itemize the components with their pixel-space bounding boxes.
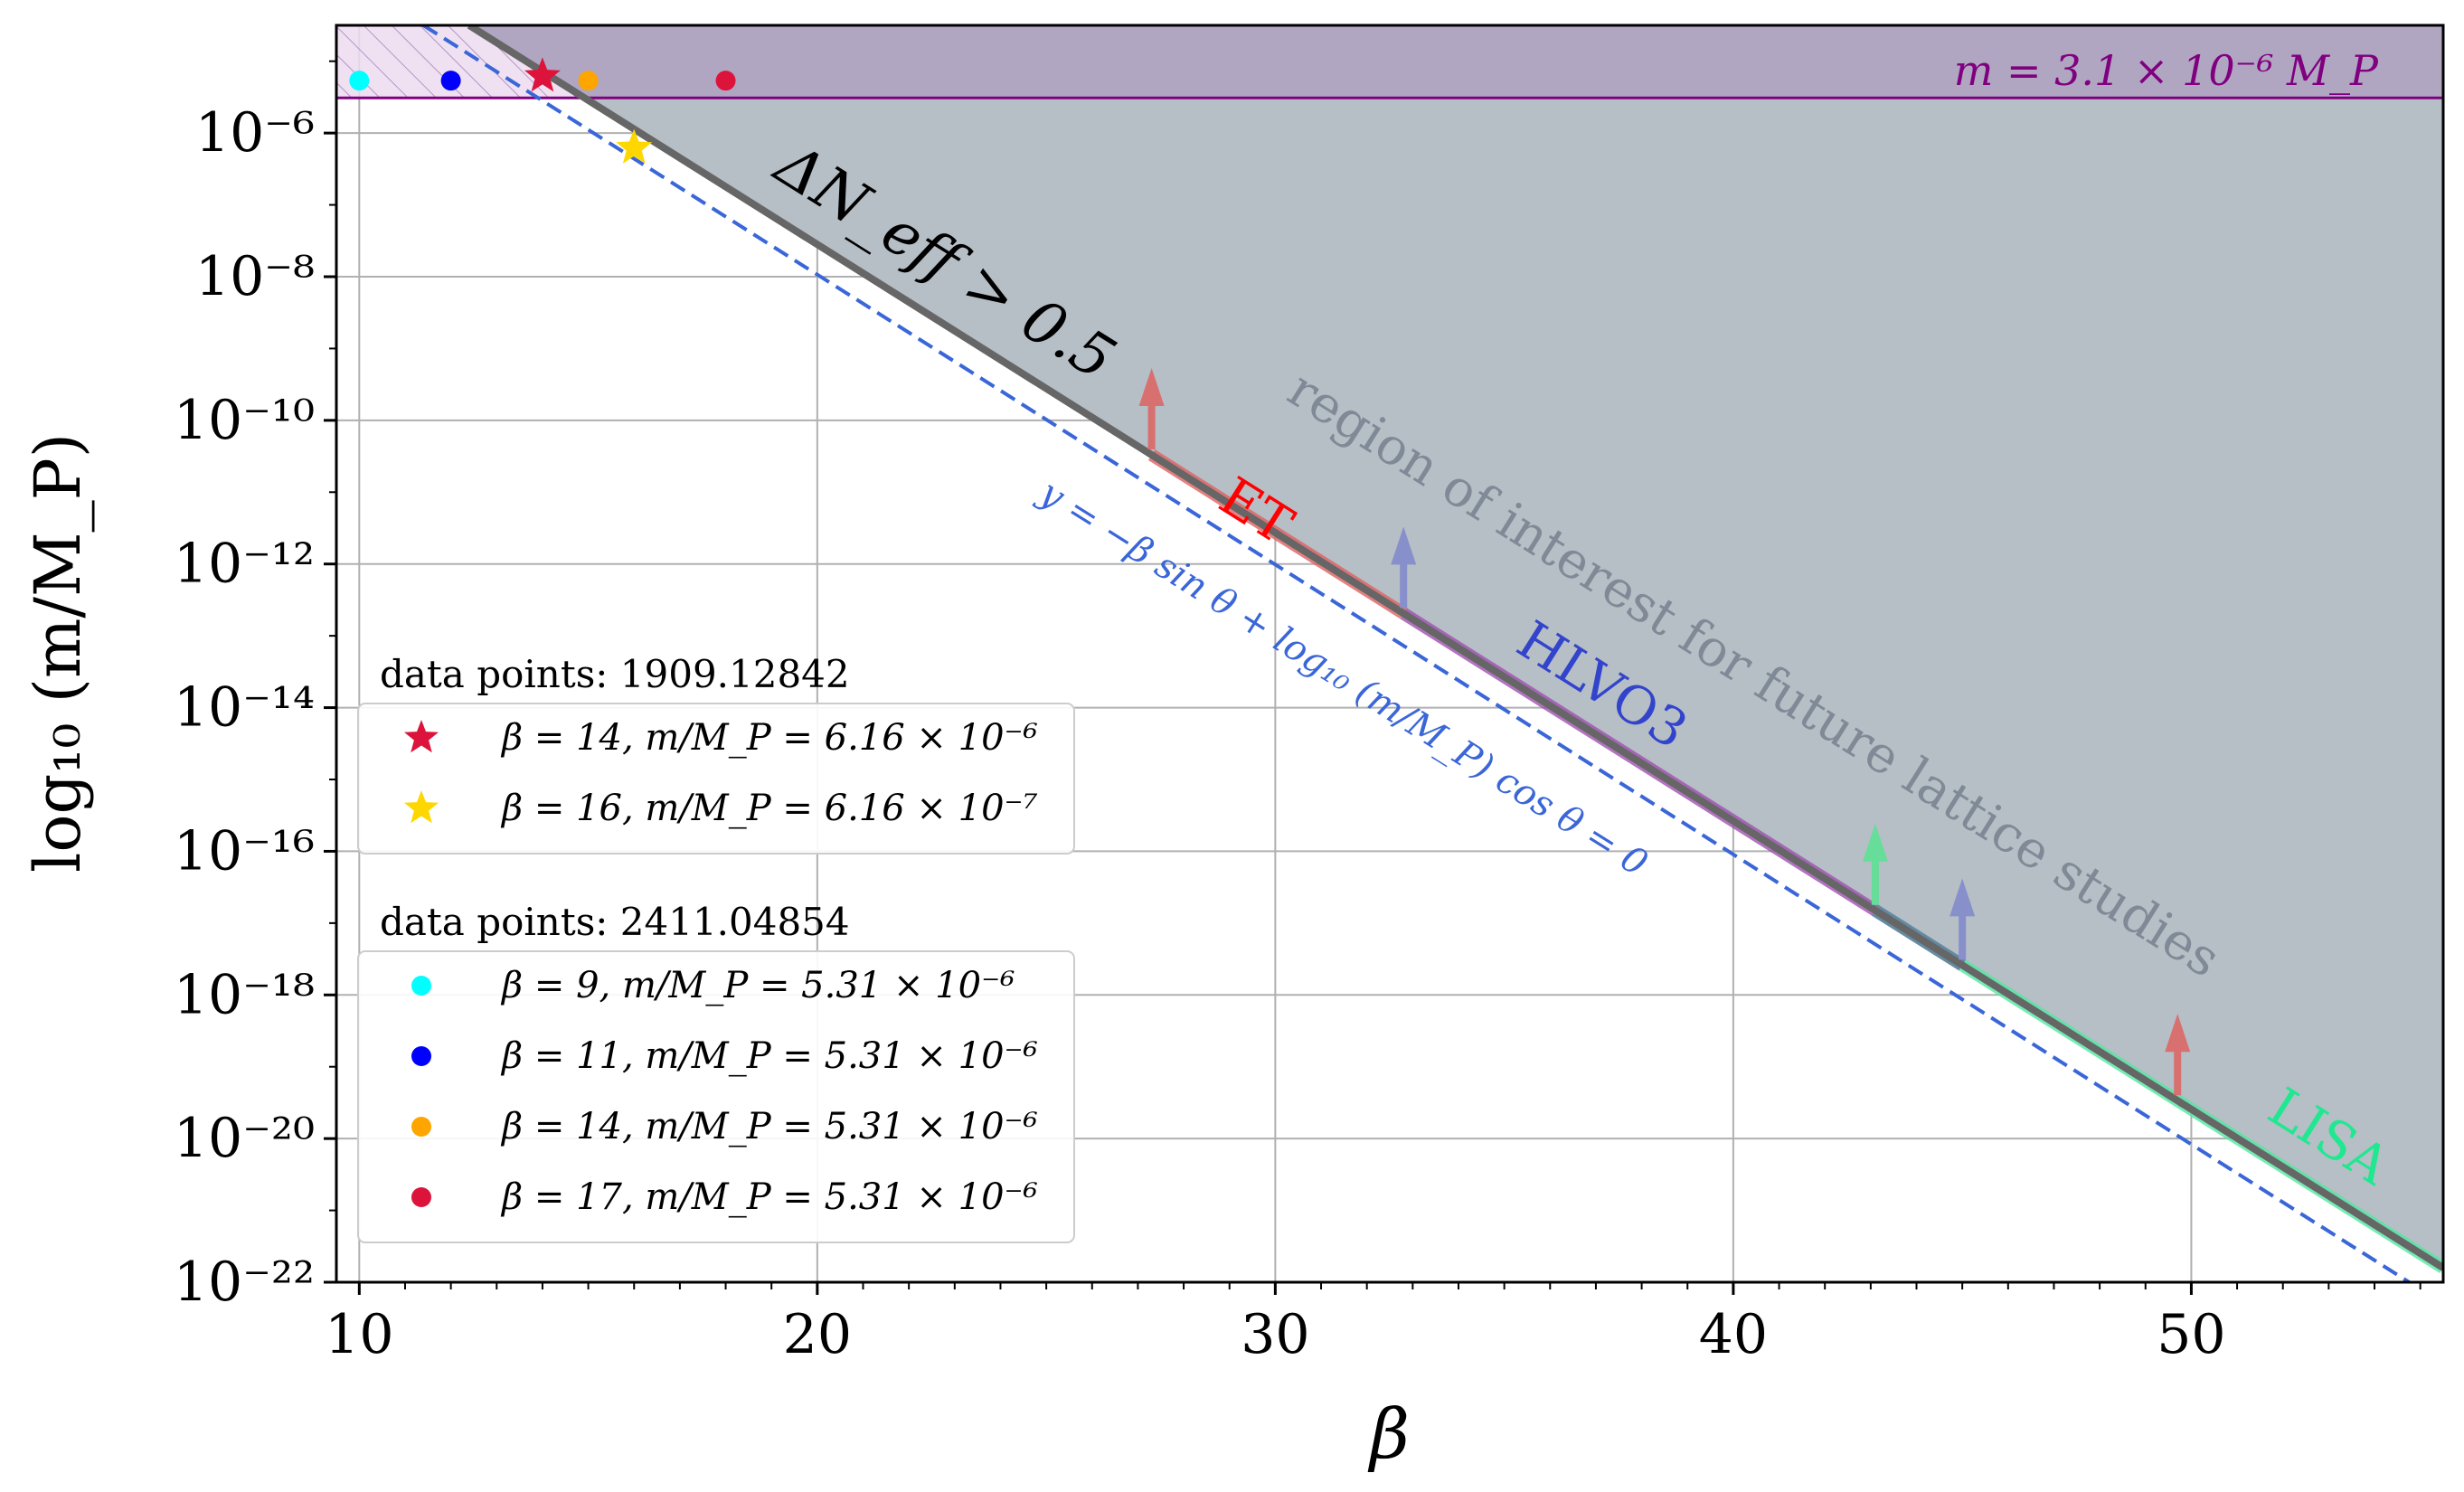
y-axis-label: log₁₀ (m/M_P) bbox=[21, 433, 95, 873]
y-tick-label: 10⁻¹⁸ bbox=[174, 963, 315, 1026]
y-tick-label: 10⁻⁶ bbox=[195, 101, 315, 165]
x-tick-label: 40 bbox=[1699, 1303, 1768, 1366]
data-point bbox=[349, 71, 370, 91]
y-tick-label: 10⁻²² bbox=[174, 1251, 315, 1314]
legend-marker bbox=[411, 976, 431, 996]
legend-marker bbox=[411, 1187, 431, 1207]
data-point-star bbox=[524, 57, 561, 92]
tilted-line bbox=[422, 25, 2413, 1282]
legend-marker-star bbox=[404, 720, 439, 753]
legend-box bbox=[357, 703, 1075, 855]
data-point bbox=[440, 71, 461, 91]
y-tick-label: 10⁻¹⁴ bbox=[174, 676, 315, 740]
sensitivity-arrow-head bbox=[1862, 823, 1888, 862]
legend-label: β = 14, m/M_P = 5.31 × 10⁻⁶ bbox=[500, 1106, 1038, 1147]
sensitivity-arrow-head bbox=[1138, 368, 1165, 407]
y-tick-label: 10⁻²⁰ bbox=[174, 1107, 315, 1170]
sensitivity-arrow-head bbox=[1391, 526, 1417, 565]
data-point bbox=[715, 71, 736, 91]
plot-frame bbox=[335, 24, 2445, 1284]
data-points bbox=[349, 57, 736, 164]
legend-label: β = 14, m/M_P = 6.16 × 10⁻⁶ bbox=[500, 717, 1038, 759]
legend-title: data points: 2411.04854 bbox=[380, 900, 850, 944]
sensitivity-arrow-head bbox=[1949, 878, 1976, 917]
legend-label: β = 16, m/M_P = 6.16 × 10⁻⁷ bbox=[500, 788, 1038, 829]
neff-line bbox=[467, 25, 2443, 1271]
mass-bound-overlap bbox=[468, 25, 2443, 99]
data-point-star bbox=[616, 128, 653, 164]
sensitivity-arrow-head bbox=[2165, 1014, 2191, 1053]
y-tick-label: 10⁻¹² bbox=[174, 533, 315, 596]
legend-box bbox=[357, 950, 1075, 1243]
x-tick-label: 10 bbox=[325, 1303, 393, 1366]
legend-marker bbox=[411, 1117, 431, 1137]
legend: data points: 1909.12842 β = 14, m/M_P = 6… bbox=[357, 652, 1075, 1243]
mass-bound-label: m = 3.1 × 10⁻⁶ M_P bbox=[1954, 46, 2379, 95]
y-tick-label: 10⁻¹⁰ bbox=[174, 389, 315, 452]
y-axis-ticks: 10⁻⁶ 10⁻⁸ 10⁻¹⁰ 10⁻¹² 10⁻¹⁴ 10⁻¹⁶ 10⁻¹⁸ 10⁻²⁰ 10… bbox=[174, 60, 336, 1314]
legend-label: β = 11, m/M_P = 5.31 × 10⁻⁶ bbox=[500, 1035, 1038, 1077]
legend-title: data points: 1909.12842 bbox=[380, 652, 850, 696]
legend-label: β = 9, m/M_P = 5.31 × 10⁻⁶ bbox=[500, 965, 1015, 1006]
sensitivity-arrows bbox=[1138, 368, 2191, 1096]
x-axis-label: β bbox=[1367, 1393, 1410, 1474]
y-tick-label: 10⁻¹⁶ bbox=[174, 819, 315, 883]
data-point bbox=[578, 71, 599, 91]
x-tick-label: 50 bbox=[2157, 1303, 2225, 1366]
legend-marker bbox=[411, 1046, 431, 1066]
y-tick-label: 10⁻⁸ bbox=[195, 245, 315, 308]
x-tick-label: 20 bbox=[783, 1303, 852, 1366]
x-axis-ticks: 10 20 30 40 50 bbox=[325, 1282, 2422, 1366]
legend-label: β = 17, m/M_P = 5.31 × 10⁻⁶ bbox=[500, 1176, 1038, 1218]
legend-marker-star bbox=[404, 790, 439, 824]
x-tick-label: 30 bbox=[1241, 1303, 1309, 1366]
